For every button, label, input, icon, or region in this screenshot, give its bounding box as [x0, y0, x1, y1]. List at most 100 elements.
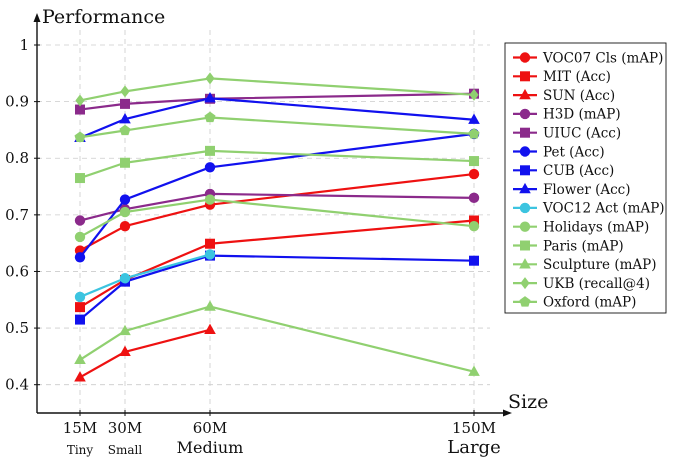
- series-lines: [74, 72, 480, 382]
- data-point-ukb-recall-4: [469, 88, 479, 101]
- data-point-voc12-act-map: [204, 249, 216, 260]
- legend-item-sun-acc: SUN (Acc): [513, 88, 615, 104]
- x-axis-arrow: [503, 409, 512, 417]
- y-tick-label: 0.8: [5, 149, 29, 167]
- legend-item-paris-map: Paris (mAP): [513, 238, 624, 254]
- y-axis-ticks: 0.4 0.5 0.6 0.7 0.8 0.9 1: [5, 36, 40, 394]
- legend-marker: [520, 240, 530, 251]
- data-point-cub-acc: [75, 314, 85, 325]
- legend-marker: [520, 165, 530, 176]
- data-point-cub-acc: [469, 255, 479, 266]
- data-point-ukb-recall-4: [75, 94, 85, 107]
- data-point-holidays-map: [468, 220, 480, 232]
- legend-marker: [519, 146, 531, 157]
- data-point-uiuc-acc: [75, 104, 85, 115]
- legend-label: UIUC (Acc): [543, 126, 621, 142]
- legend-item-oxford-map: Oxford (mAP): [513, 295, 636, 311]
- x-tick-sublabel: Medium: [177, 438, 244, 457]
- data-point-paris-map: [469, 156, 479, 167]
- series-line-sculpture-map: [79, 305, 475, 373]
- legend-marker: [519, 258, 531, 269]
- data-point-h3d-map: [74, 215, 86, 226]
- data-point-ukb-recall-4: [120, 85, 130, 98]
- data-point-voc07-cls-map: [468, 168, 480, 180]
- series-line-h3d-map: [79, 192, 475, 222]
- series-oxford-map: [74, 111, 480, 142]
- legend-marker: [520, 277, 530, 290]
- legend-label: H3D (mAP): [543, 107, 621, 123]
- legend-marker: [519, 182, 531, 194]
- data-point-ukb-recall-4: [205, 72, 215, 85]
- data-point-pet-acc: [204, 162, 216, 173]
- legend-item-mit-acc: MIT (Acc): [513, 69, 611, 85]
- legend-label: Sculpture (mAP): [543, 257, 656, 273]
- legend-label: VOC07 Cls (mAP): [542, 50, 663, 66]
- data-point-flower-acc: [468, 113, 480, 124]
- data-point-sculpture-map: [204, 300, 216, 311]
- legend-item-ukb-recall-4: UKB (recall@4): [513, 276, 650, 292]
- series-paris-map: [75, 145, 479, 184]
- series-line-pet-acc: [79, 132, 475, 258]
- legend-label: SUN (Acc): [543, 88, 615, 104]
- series-sculpture-map: [74, 300, 480, 376]
- data-point-oxford-map: [468, 128, 480, 139]
- series-line-oxford-map: [79, 116, 475, 139]
- series-line-cub-acc: [79, 254, 475, 321]
- data-point-uiuc-acc: [120, 98, 130, 109]
- series-line-holidays-map: [79, 198, 475, 238]
- x-axis-title: Size: [508, 391, 548, 413]
- legend-marker: [519, 88, 531, 100]
- data-point-sun-acc: [204, 323, 216, 334]
- y-tick-label: 0.7: [5, 206, 29, 224]
- series-holidays-map: [74, 194, 480, 243]
- data-point-oxford-map: [119, 124, 131, 136]
- axes: Performance Size: [33, 6, 548, 417]
- legend-item-voc12-act-map: VOC12 Act (mAP): [513, 201, 665, 217]
- legend-box: [504, 42, 667, 314]
- legend-item-pet-acc: Pet (Acc): [513, 144, 605, 160]
- data-point-oxford-map: [204, 111, 216, 123]
- data-point-pet-acc: [119, 194, 131, 205]
- x-tick-label: 15M: [63, 419, 97, 437]
- data-point-voc07-cls-map: [119, 220, 131, 232]
- x-tick-label: 30M: [108, 419, 142, 437]
- legend-marker: [519, 52, 531, 63]
- legend-label: Holidays (mAP): [543, 220, 649, 236]
- x-tick-sublabel: Tiny: [67, 443, 94, 457]
- legend-item-sculpture-map: Sculpture (mAP): [513, 257, 656, 273]
- series-line-flower-acc: [79, 97, 475, 139]
- data-point-mit-acc: [469, 215, 479, 226]
- legend-item-h3d-map: H3D (mAP): [513, 107, 621, 123]
- legend-marker: [519, 202, 531, 214]
- legend-label: Flower (Acc): [543, 182, 631, 198]
- legend-marker: [519, 108, 531, 120]
- x-tick-label: 150M: [452, 419, 496, 437]
- legend-label: Pet (Acc): [543, 144, 605, 160]
- series-flower-acc: [74, 92, 480, 143]
- series-line-paris-map: [79, 149, 475, 180]
- x-tick-sublabel: Small: [108, 443, 143, 457]
- legend-item-voc07-cls-map: VOC07 Cls (mAP): [513, 50, 663, 66]
- data-point-pet-acc: [74, 252, 86, 263]
- series-mit-acc: [75, 215, 479, 313]
- legend-marker: [519, 296, 531, 307]
- data-point-mit-acc: [75, 302, 85, 313]
- data-point-voc12-act-map: [74, 291, 86, 303]
- y-tick-label: 0.9: [5, 93, 29, 111]
- data-point-mit-acc: [205, 238, 215, 249]
- series-line-voc07-cls-map: [79, 172, 475, 252]
- data-point-sun-acc: [74, 371, 86, 382]
- legend-label: Oxford (mAP): [543, 295, 636, 311]
- data-point-flower-acc: [204, 92, 216, 103]
- x-tick-label: 60M: [193, 419, 227, 437]
- data-point-paris-map: [120, 157, 130, 168]
- series-line-mit-acc: [79, 219, 475, 309]
- series-line-ukb-recall-4: [79, 77, 475, 102]
- data-point-holidays-map: [204, 194, 216, 205]
- x-tick-sublabel: Large: [447, 437, 500, 458]
- legend-label: UKB (recall@4): [543, 276, 650, 292]
- series-voc07-cls-map: [74, 168, 480, 256]
- data-point-sculpture-map: [468, 365, 480, 376]
